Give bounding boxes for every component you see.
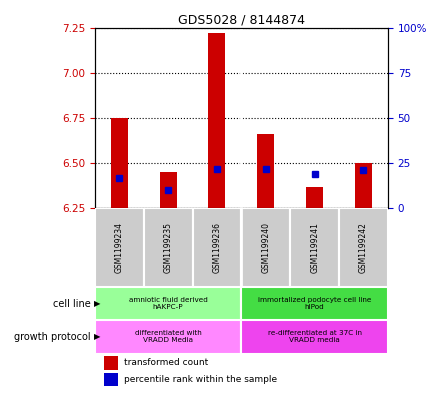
Bar: [95, 320, 241, 354]
Bar: [305, 187, 322, 208]
Text: re-differentiated at 37C in
VRADD media: re-differentiated at 37C in VRADD media: [267, 331, 361, 343]
Bar: [241, 287, 387, 320]
Bar: [241, 320, 387, 354]
Bar: [95, 208, 143, 287]
Bar: [354, 163, 371, 208]
Text: GSM1199236: GSM1199236: [212, 222, 221, 273]
Title: GDS5028 / 8144874: GDS5028 / 8144874: [178, 13, 304, 26]
Text: GSM1199234: GSM1199234: [114, 222, 123, 273]
Text: growth protocol: growth protocol: [14, 332, 90, 342]
Bar: [103, 373, 118, 386]
Text: immortalized podocyte cell line
hIPod: immortalized podocyte cell line hIPod: [257, 297, 371, 310]
Text: transformed count: transformed count: [124, 358, 208, 367]
Text: GSM1199241: GSM1199241: [310, 222, 318, 273]
Text: ▶: ▶: [94, 299, 101, 308]
Text: differentiated with
VRADD Media: differentiated with VRADD Media: [135, 331, 201, 343]
Text: GSM1199235: GSM1199235: [163, 222, 172, 273]
Text: GSM1199242: GSM1199242: [358, 222, 367, 273]
Bar: [241, 208, 289, 287]
Text: ▶: ▶: [94, 332, 101, 342]
Text: cell line: cell line: [52, 299, 90, 309]
Bar: [338, 208, 387, 287]
Bar: [95, 287, 241, 320]
Text: percentile rank within the sample: percentile rank within the sample: [124, 375, 276, 384]
Bar: [257, 134, 274, 208]
Bar: [103, 356, 118, 370]
Bar: [143, 208, 192, 287]
Bar: [208, 33, 225, 208]
Bar: [111, 118, 128, 208]
Text: GSM1199240: GSM1199240: [261, 222, 270, 273]
Bar: [289, 208, 338, 287]
Bar: [192, 208, 241, 287]
Text: amniotic fluid derived
hAKPC-P: amniotic fluid derived hAKPC-P: [128, 297, 207, 310]
Bar: [159, 172, 176, 208]
